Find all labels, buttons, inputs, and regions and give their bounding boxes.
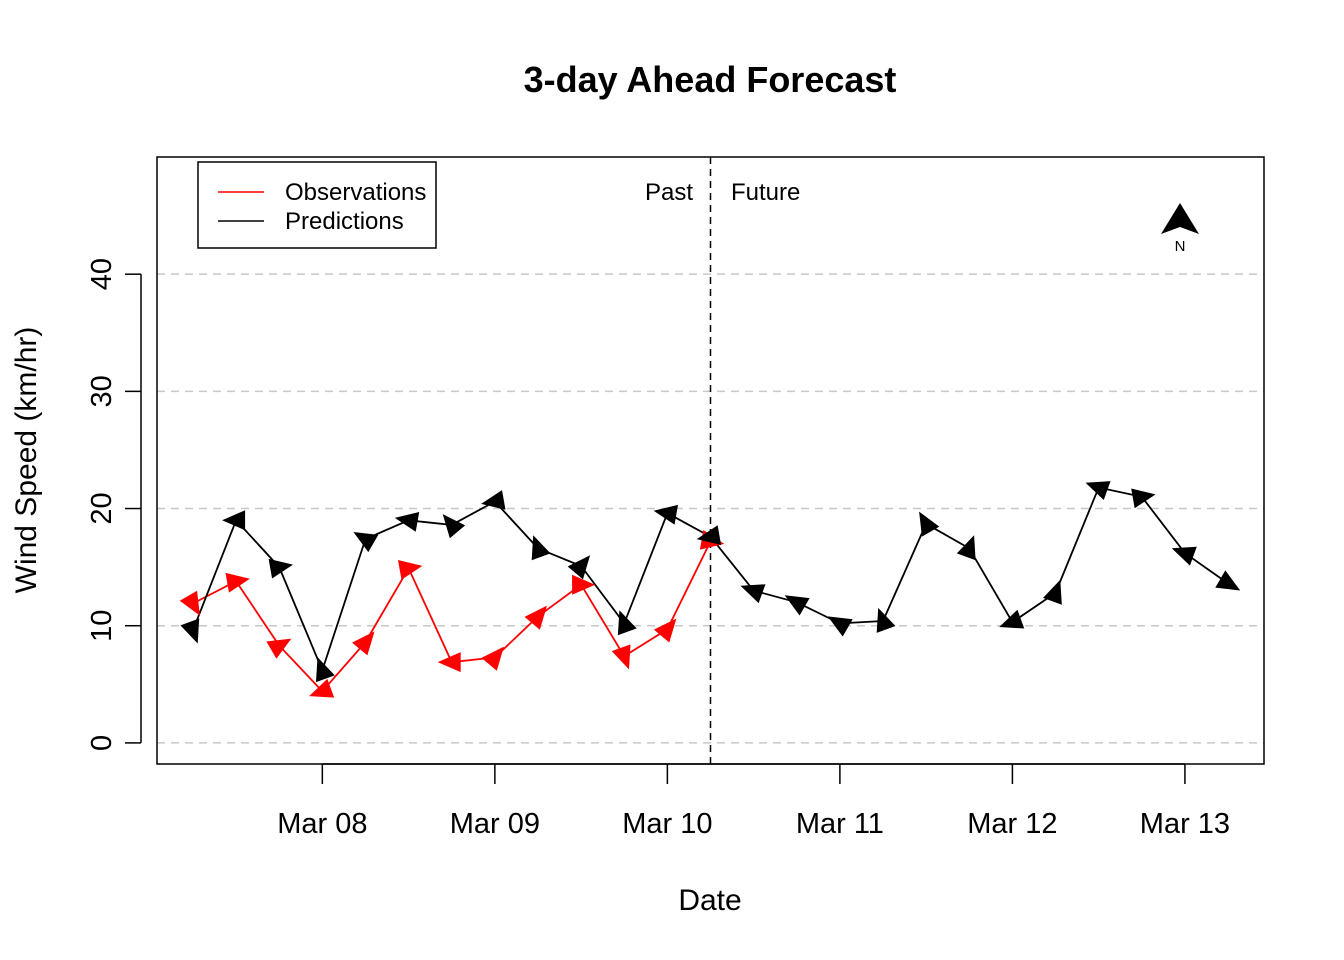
data-point-predictions: [1215, 570, 1241, 591]
y-tick-label: 30: [86, 375, 118, 407]
x-tick-label: Mar 13: [1140, 808, 1230, 840]
north-label: N: [1175, 238, 1186, 255]
data-point-observations: [481, 646, 504, 671]
past-label: Past: [645, 179, 693, 206]
chart-title: 3-day Ahead Forecast: [524, 59, 897, 100]
data-point-predictions: [696, 525, 722, 545]
data-point-observations: [266, 638, 292, 659]
x-tick-label: Mar 08: [277, 808, 367, 840]
y-tick-label: 10: [86, 610, 118, 642]
data-point-predictions: [394, 512, 420, 532]
x-axis-label: Date: [678, 884, 741, 917]
data-point-predictions: [784, 595, 810, 616]
legend: Observations Predictions: [197, 161, 437, 249]
data-point-predictions: [956, 535, 976, 561]
data-point-predictions: [442, 514, 466, 539]
data-point-predictions: [1043, 579, 1062, 605]
data-point-observations: [309, 678, 335, 698]
x-tick-label: Mar 12: [967, 808, 1057, 840]
data-point-predictions: [353, 532, 379, 553]
legend-label-observations: Observations: [285, 179, 426, 206]
y-tick-label: 20: [86, 492, 118, 524]
data-point-predictions: [740, 584, 766, 604]
data-point-predictions: [1171, 546, 1197, 566]
data-point-predictions: [180, 618, 200, 644]
plot-frame: [156, 156, 1265, 765]
data-point-predictions: [481, 490, 506, 510]
data-point-predictions: [315, 657, 335, 683]
y-tick-label: 0: [86, 735, 118, 751]
north-arrow-icon: N: [1161, 203, 1199, 255]
future-label: Future: [731, 179, 800, 206]
data-point-predictions: [567, 555, 591, 580]
data-point-predictions: [919, 511, 940, 537]
direction-markers: [179, 481, 1241, 698]
data-point-observations: [653, 618, 677, 643]
data-point-predictions: [1085, 481, 1111, 500]
data-point-predictions: [653, 504, 678, 525]
data-point-predictions: [222, 510, 246, 531]
y-axis-label: Wind Speed (km/hr): [10, 327, 43, 594]
data-point-observations: [225, 572, 250, 593]
y-tick-label: 40: [86, 258, 118, 290]
data-point-predictions: [1131, 488, 1156, 509]
data-point-predictions: [827, 616, 853, 637]
data-point-observations: [179, 590, 200, 616]
data-point-observations: [572, 574, 596, 595]
legend-label-predictions: Predictions: [285, 208, 404, 235]
data-point-observations: [398, 560, 423, 580]
data-point-predictions: [617, 610, 637, 636]
x-tick-label: Mar 09: [450, 808, 540, 840]
data-point-predictions: [531, 535, 551, 561]
x-tick-label: Mar 11: [796, 808, 884, 840]
data-point-predictions: [876, 607, 896, 633]
data-point-observations: [352, 631, 375, 656]
legend-box: [197, 161, 437, 249]
data-point-observations: [611, 644, 631, 670]
data-point-observations: [437, 652, 461, 673]
data-point-predictions: [999, 609, 1025, 629]
axes: 0 10 20 30 40 Mar 08 Mar 09 Mar 10 Mar 11 Mar 12 M…: [86, 258, 1230, 840]
data-point-observations: [524, 605, 547, 630]
x-tick-label: Mar 10: [622, 808, 712, 840]
data-point-predictions: [268, 558, 293, 579]
